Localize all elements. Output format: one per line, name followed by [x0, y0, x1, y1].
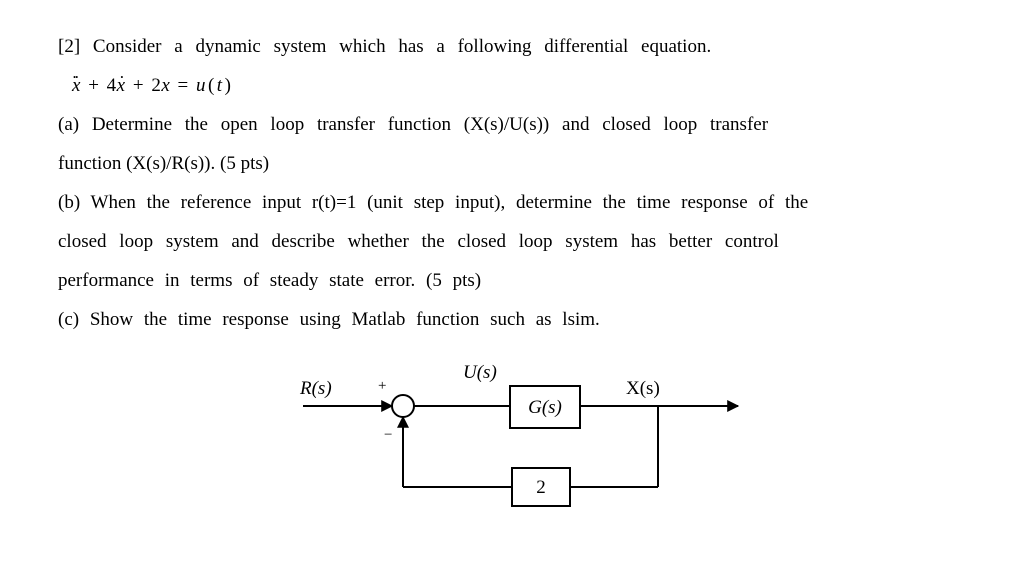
x-dot: x [117, 67, 126, 106]
part-a-line1: (a) Determine the open loop transfer fun… [58, 106, 978, 145]
u-term: u [196, 75, 206, 96]
block-diagram: G(s) 2 R(s) U(s) X(s) + − [238, 346, 798, 536]
part-a-line2: function (X(s)/R(s)). (5 pts) [58, 145, 978, 184]
x-ddot: x [72, 67, 81, 106]
part-b-line2: closed loop system and describe whether … [58, 223, 978, 262]
x-term: x [161, 75, 170, 96]
part-b-line1: (b) When the reference input r(t)=1 (uni… [58, 184, 978, 223]
svg-text:2: 2 [536, 477, 546, 498]
svg-text:−: − [384, 427, 392, 443]
svg-text:R(s): R(s) [299, 378, 332, 399]
coef-4: 4 [107, 75, 117, 96]
svg-text:+: + [378, 378, 386, 394]
coef-2: 2 [151, 75, 161, 96]
t-term: t [217, 75, 223, 96]
paren-r: ) [223, 75, 234, 96]
svg-text:G(s): G(s) [528, 397, 562, 418]
svg-text:U(s): U(s) [463, 362, 497, 383]
equals: = [176, 75, 191, 96]
svg-text:X(s): X(s) [626, 378, 660, 399]
plus-1: + [86, 75, 101, 96]
plus-2: + [131, 75, 146, 96]
block-diagram-container: G(s) 2 R(s) U(s) X(s) + − [58, 346, 978, 536]
part-c-line: (c) Show the time response using Matlab … [58, 301, 978, 340]
differential-equation: x + 4x + 2x = u(t) [58, 67, 978, 106]
paren-l: ( [206, 75, 217, 96]
problem-intro: [2] Consider a dynamic system which has … [58, 28, 978, 67]
part-b-line3: performance in terms of steady state err… [58, 262, 978, 301]
